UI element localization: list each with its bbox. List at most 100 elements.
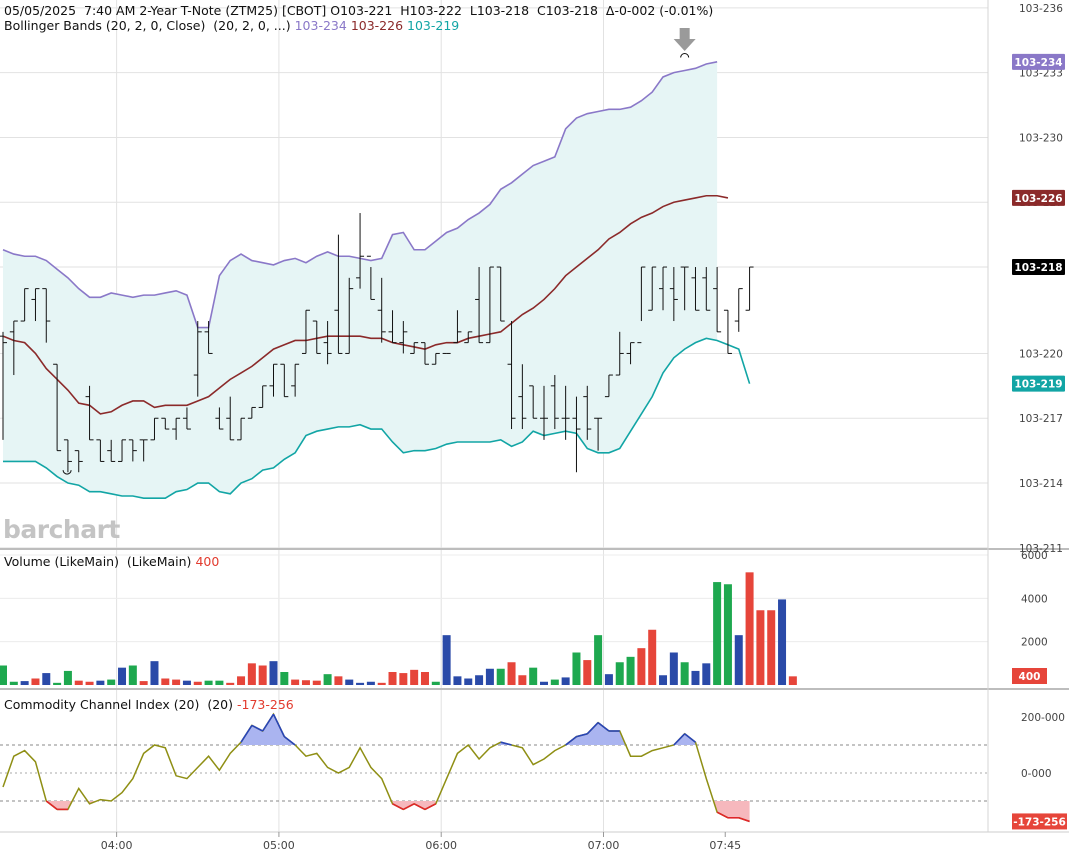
ohlc-bar: [529, 385, 538, 419]
volume-bar: [561, 677, 570, 685]
price-header: 05/05/2025 7:40 AM 2-Year T-Note (ZTM25)…: [4, 3, 713, 19]
volume-bar: [767, 610, 776, 685]
volume-bar: [485, 668, 494, 685]
ohlc-bar: [85, 385, 94, 441]
volume-bar: [334, 676, 343, 685]
volume-bar: [529, 667, 538, 685]
cci-overbought-segment: [673, 733, 686, 746]
volume-bar: [723, 584, 732, 685]
ohlc-bar: [615, 331, 624, 376]
cci-overbought-segment: [684, 733, 696, 743]
time-axis-tick-label: 07:45: [709, 839, 741, 852]
ohlc-bar: [431, 352, 440, 365]
volume-bar: [345, 679, 354, 685]
volume-bar: [399, 673, 408, 685]
last-lower-band-label-box: [1012, 375, 1065, 392]
volume-bar: [366, 681, 375, 685]
cci-overbought-segment: [586, 722, 599, 735]
volume-bar: [637, 648, 646, 685]
volume-bar: [550, 679, 559, 685]
ohlc-bar: [0, 331, 7, 440]
volume-bar: [107, 679, 116, 685]
volume-bar: [496, 668, 505, 685]
volume-bar: [53, 682, 62, 685]
ohlc-bar: [420, 342, 429, 365]
ohlc-bar: [301, 309, 310, 354]
ohlc-bar: [604, 374, 613, 398]
ohlc-bar: [594, 417, 603, 451]
cci-oversold-segment: [738, 817, 750, 823]
cci-oversold-segment: [716, 811, 729, 819]
last-cci-label-box: [1012, 813, 1067, 830]
bollinger-upper-value: 103-234: [294, 18, 347, 33]
volume-axis-tick-label: 2000: [1021, 637, 1048, 649]
cci-oversold-fill: [46, 801, 73, 810]
cci-overbought-segment: [262, 713, 275, 732]
volume-bar: [31, 678, 40, 685]
ohlc-bar: [356, 213, 365, 289]
ohlc-bar: [388, 310, 397, 344]
ohlc-bar: [496, 266, 505, 322]
ohlc-bar: [626, 342, 635, 365]
ohlc-bar: [269, 363, 278, 397]
ohlc-bar: [247, 406, 256, 419]
volume-bar: [734, 635, 743, 685]
time-axis-tick-label: 04:00: [101, 839, 133, 852]
ohlc-bar: [215, 407, 224, 430]
volume-bar: [128, 665, 137, 685]
price-axis-tick-label: 103-236: [1019, 3, 1063, 15]
volume-bar: [291, 679, 300, 685]
volume-bar: [583, 660, 592, 685]
ohlc-bar: [182, 407, 191, 430]
volume-bar: [193, 681, 202, 685]
cci-oversold-fill: [391, 801, 438, 810]
ohlc-bar: [323, 321, 332, 365]
ohlc-bar: [9, 320, 18, 376]
cci-oversold-segment: [402, 803, 415, 811]
ohlc-bar: [659, 266, 668, 311]
volume-bar: [420, 672, 429, 685]
ohlc-bar: [291, 363, 300, 397]
volume-bar: [118, 667, 127, 685]
volume-bar: [756, 610, 765, 685]
bollinger-middle-line: [2, 194, 729, 415]
volume-bar: [464, 678, 473, 685]
volume-bar: [702, 663, 711, 685]
ohlc-bar: [410, 342, 419, 354]
cci-overbought-fill: [238, 714, 296, 745]
ohlc-bar: [518, 364, 527, 430]
ohlc-bar: [464, 331, 473, 344]
last-middle-band-label-box: [1012, 189, 1065, 206]
ohlc-bar: [139, 439, 148, 462]
time-axis-tick-label: 07:00: [588, 839, 620, 852]
ohlc-bar: [161, 417, 170, 430]
volume-bar: [713, 582, 722, 685]
ohlc-bar: [53, 363, 62, 452]
volume-axis-tick-label: 6000: [1021, 550, 1048, 562]
volume-bar: [626, 656, 635, 685]
ohlc-bar: [193, 321, 202, 397]
ohlc-bar: [96, 439, 105, 462]
volume-bar: [691, 670, 700, 685]
last-upper-band-label: 103-234: [1014, 57, 1062, 69]
volume-bar: [269, 661, 278, 685]
volume-bar: [431, 681, 440, 685]
cci-line: [2, 712, 750, 823]
volume-bar: [9, 681, 18, 685]
ohlc-bar: [745, 266, 754, 311]
ohlc-bar: [507, 321, 516, 430]
cci-legend: Commodity Channel Index (20) (20) -173-2…: [4, 697, 294, 712]
ohlc-bar: [42, 288, 51, 343]
cci-overbought-segment: [500, 741, 512, 746]
volume-bar: [85, 681, 94, 685]
volume-bar: [788, 676, 797, 685]
ohlc-bar: [637, 266, 646, 344]
ohlc-bar: [204, 321, 213, 354]
volume-bar: [507, 662, 516, 685]
header-datetime: 05/05/2025 7:40 AM: [4, 3, 136, 18]
ohlc-bar: [734, 288, 743, 332]
cci-oversold-segment: [424, 803, 437, 811]
volume-bar: [258, 665, 267, 685]
volume-bar: [204, 680, 213, 685]
